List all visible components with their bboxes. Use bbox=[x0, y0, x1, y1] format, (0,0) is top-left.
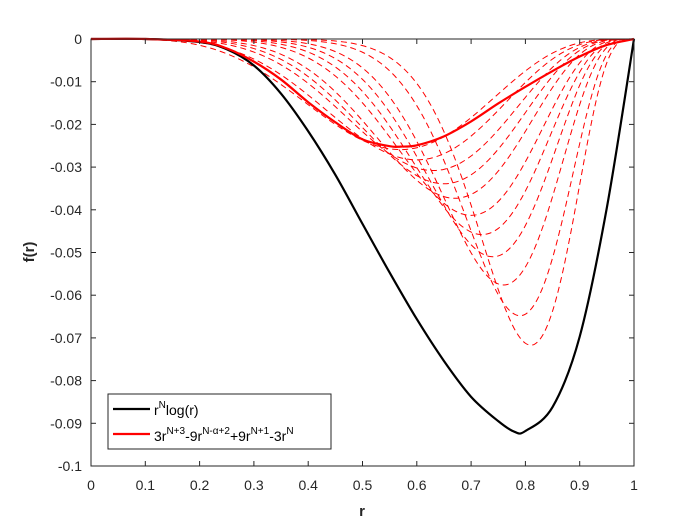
y-tick-label: -0.09 bbox=[50, 415, 82, 431]
y-tick-label: -0.04 bbox=[50, 202, 82, 218]
y-tick-label: 0 bbox=[74, 31, 82, 47]
x-tick-label: 0.4 bbox=[298, 477, 318, 493]
x-tick-label: 0 bbox=[87, 477, 95, 493]
x-tick-label: 0.2 bbox=[190, 477, 210, 493]
y-tick-label: -0.07 bbox=[50, 330, 82, 346]
dashed-curve-0 bbox=[90, 38, 635, 151]
legend-entry-2: 3rN+3-9rN-α+2+9rN+1-3rN bbox=[154, 426, 294, 444]
x-tick-label: 0.1 bbox=[136, 477, 156, 493]
x-axis-label: r bbox=[359, 503, 365, 520]
x-tick-label: 0.3 bbox=[244, 477, 264, 493]
x-tick-label: 0.8 bbox=[516, 477, 536, 493]
legend-2-sup-3: N-α+2 bbox=[202, 426, 230, 437]
legend-entry-1: rNlog(r) bbox=[154, 400, 199, 418]
series-group bbox=[90, 37, 636, 435]
y-axis-label: f(r) bbox=[21, 242, 38, 263]
legend-box bbox=[107, 393, 332, 450]
legend-2-part-0: 3r bbox=[154, 428, 167, 444]
legend-1-sup: N bbox=[159, 400, 166, 411]
x-tick-label: 0.5 bbox=[353, 477, 373, 493]
y-tick-label: -0.03 bbox=[50, 159, 82, 175]
legend-2-sup-7: N bbox=[286, 426, 293, 437]
x-tick-label: 0.6 bbox=[407, 477, 427, 493]
legend-1-rest: log(r) bbox=[166, 402, 199, 418]
y-tick-label: -0.1 bbox=[58, 458, 82, 474]
x-tick-label: 0.9 bbox=[570, 477, 590, 493]
x-tick-label: 0.7 bbox=[461, 477, 481, 493]
x-tick-label: 1 bbox=[630, 477, 638, 493]
legend-2-sup-1: N+3 bbox=[166, 426, 185, 437]
legend-2-part-4: +9r bbox=[230, 428, 251, 444]
legend: rNlog(r) 3rN+3-9rN-α+2+9rN+1-3rN bbox=[107, 393, 332, 450]
legend-2-part-6: -3r bbox=[269, 428, 286, 444]
y-tick-label: -0.02 bbox=[50, 116, 82, 132]
legend-2-part-2: -9r bbox=[185, 428, 202, 444]
y-tick-label: -0.01 bbox=[50, 74, 82, 90]
series-line-black bbox=[90, 37, 636, 435]
legend-1-base: r bbox=[154, 402, 159, 418]
series-line-red bbox=[90, 37, 635, 148]
legend-2-sup-5: N+1 bbox=[251, 426, 270, 437]
y-tick-label: -0.05 bbox=[50, 245, 82, 261]
ticks-group: 0 0.1 0.2 0.3 0.4 0.5 0.6 0.7 0.8 0.9 1 0 -0.01 -0.02… bbox=[50, 31, 638, 493]
y-tick-label: -0.06 bbox=[50, 287, 82, 303]
y-tick-label: -0.08 bbox=[50, 373, 82, 389]
